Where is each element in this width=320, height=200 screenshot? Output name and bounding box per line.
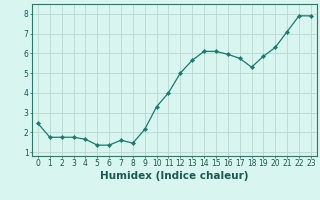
X-axis label: Humidex (Indice chaleur): Humidex (Indice chaleur) xyxy=(100,171,249,181)
